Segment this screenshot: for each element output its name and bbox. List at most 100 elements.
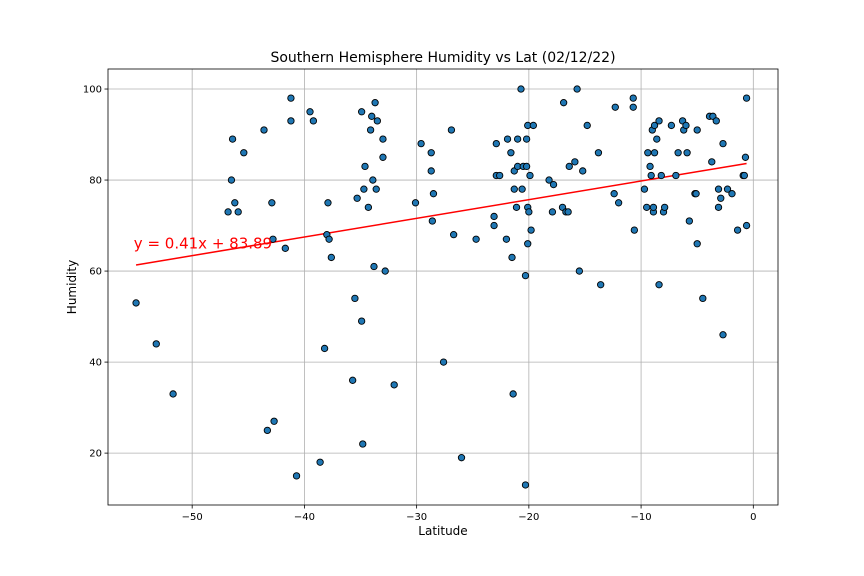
- data-point: [649, 203, 658, 212]
- regression-equation: y = 0.41x + 83.89: [134, 234, 272, 252]
- data-point: [353, 194, 361, 202]
- data-point: [657, 171, 665, 180]
- data-point: [571, 158, 579, 166]
- data-point: [699, 294, 707, 303]
- data-point: [231, 199, 239, 207]
- data-point: [357, 108, 366, 116]
- data-point: [228, 135, 237, 143]
- data-point: [270, 417, 278, 425]
- data-point: [428, 217, 436, 225]
- data-point: [492, 139, 500, 148]
- data-point: [728, 190, 736, 198]
- data-point: [693, 126, 701, 134]
- data-point: [685, 217, 693, 225]
- data-point: [369, 176, 377, 184]
- data-point: [650, 121, 659, 130]
- data-point: [292, 472, 301, 480]
- data-point: [372, 185, 380, 193]
- data-point: [714, 185, 723, 193]
- x-tick-label: 0: [750, 512, 756, 523]
- data-point: [132, 299, 140, 307]
- data-point: [224, 208, 232, 216]
- data-point: [269, 235, 277, 243]
- data-point: [427, 149, 435, 157]
- data-point: [370, 262, 378, 271]
- data-point: [521, 271, 530, 280]
- data-point: [502, 235, 511, 243]
- data-point: [548, 208, 557, 216]
- data-point: [712, 117, 720, 125]
- regression-line: [135, 162, 747, 266]
- data-point: [643, 203, 651, 212]
- data-point: [564, 208, 572, 216]
- data-point: [708, 158, 716, 166]
- data-point: [368, 112, 376, 120]
- data-point: [320, 344, 329, 353]
- data-point: [325, 235, 333, 243]
- data-point: [717, 194, 725, 202]
- x-tick-label: −30: [406, 512, 427, 523]
- data-point: [573, 85, 581, 93]
- data-point: [549, 180, 558, 189]
- data-point: [371, 99, 379, 107]
- data-point: [439, 358, 448, 366]
- data-point: [373, 117, 381, 125]
- data-point: [719, 331, 727, 339]
- data-point: [611, 103, 619, 111]
- data-point: [714, 203, 723, 212]
- data-point: [579, 167, 587, 175]
- x-tick-label: −50: [182, 512, 203, 523]
- chart-title: Southern Hemisphere Humidity vs Lat (02/…: [270, 50, 615, 66]
- data-point: [742, 94, 751, 102]
- data-point: [349, 376, 357, 384]
- data-point: [287, 117, 295, 125]
- data-point: [390, 381, 398, 389]
- data-point: [366, 126, 375, 134]
- data-point: [417, 139, 425, 148]
- data-point: [559, 99, 568, 107]
- data-point: [640, 185, 649, 193]
- regression-line-group: [135, 162, 747, 266]
- y-tick-label: 60: [89, 267, 102, 278]
- data-point: [472, 235, 480, 243]
- data-point: [674, 149, 682, 157]
- data-point: [518, 185, 526, 193]
- data-point: [508, 253, 516, 262]
- data-point: [719, 139, 727, 148]
- data-point: [517, 85, 525, 93]
- data-point: [381, 267, 389, 275]
- data-point: [526, 171, 534, 180]
- data-point: [545, 176, 553, 184]
- x-tick-label: −20: [518, 512, 539, 523]
- data-point: [742, 221, 751, 230]
- data-point: [503, 135, 512, 143]
- data-point: [351, 294, 359, 303]
- x-tick-label: −40: [294, 512, 315, 523]
- data-point: [733, 226, 742, 234]
- data-point: [260, 126, 268, 134]
- data-point: [614, 199, 623, 207]
- data-point: [227, 176, 236, 184]
- data-point: [583, 121, 591, 130]
- data-point: [629, 103, 637, 111]
- y-tick-label: 40: [89, 358, 102, 369]
- data-point: [490, 221, 498, 230]
- data-point: [364, 203, 373, 212]
- plot-area: [108, 69, 778, 505]
- data-point: [522, 135, 531, 143]
- data-point: [630, 226, 638, 234]
- data-point: [379, 135, 387, 143]
- data-point: [740, 171, 748, 180]
- data-point: [655, 281, 663, 289]
- data-point: [360, 185, 368, 193]
- data-point: [723, 185, 732, 193]
- data-point: [359, 440, 367, 448]
- data-point: [667, 121, 676, 130]
- data-point: [361, 162, 369, 171]
- data-point: [513, 135, 522, 143]
- data-point: [240, 149, 248, 157]
- data-point: [522, 162, 531, 171]
- data-point: [660, 203, 669, 212]
- data-point: [490, 212, 498, 221]
